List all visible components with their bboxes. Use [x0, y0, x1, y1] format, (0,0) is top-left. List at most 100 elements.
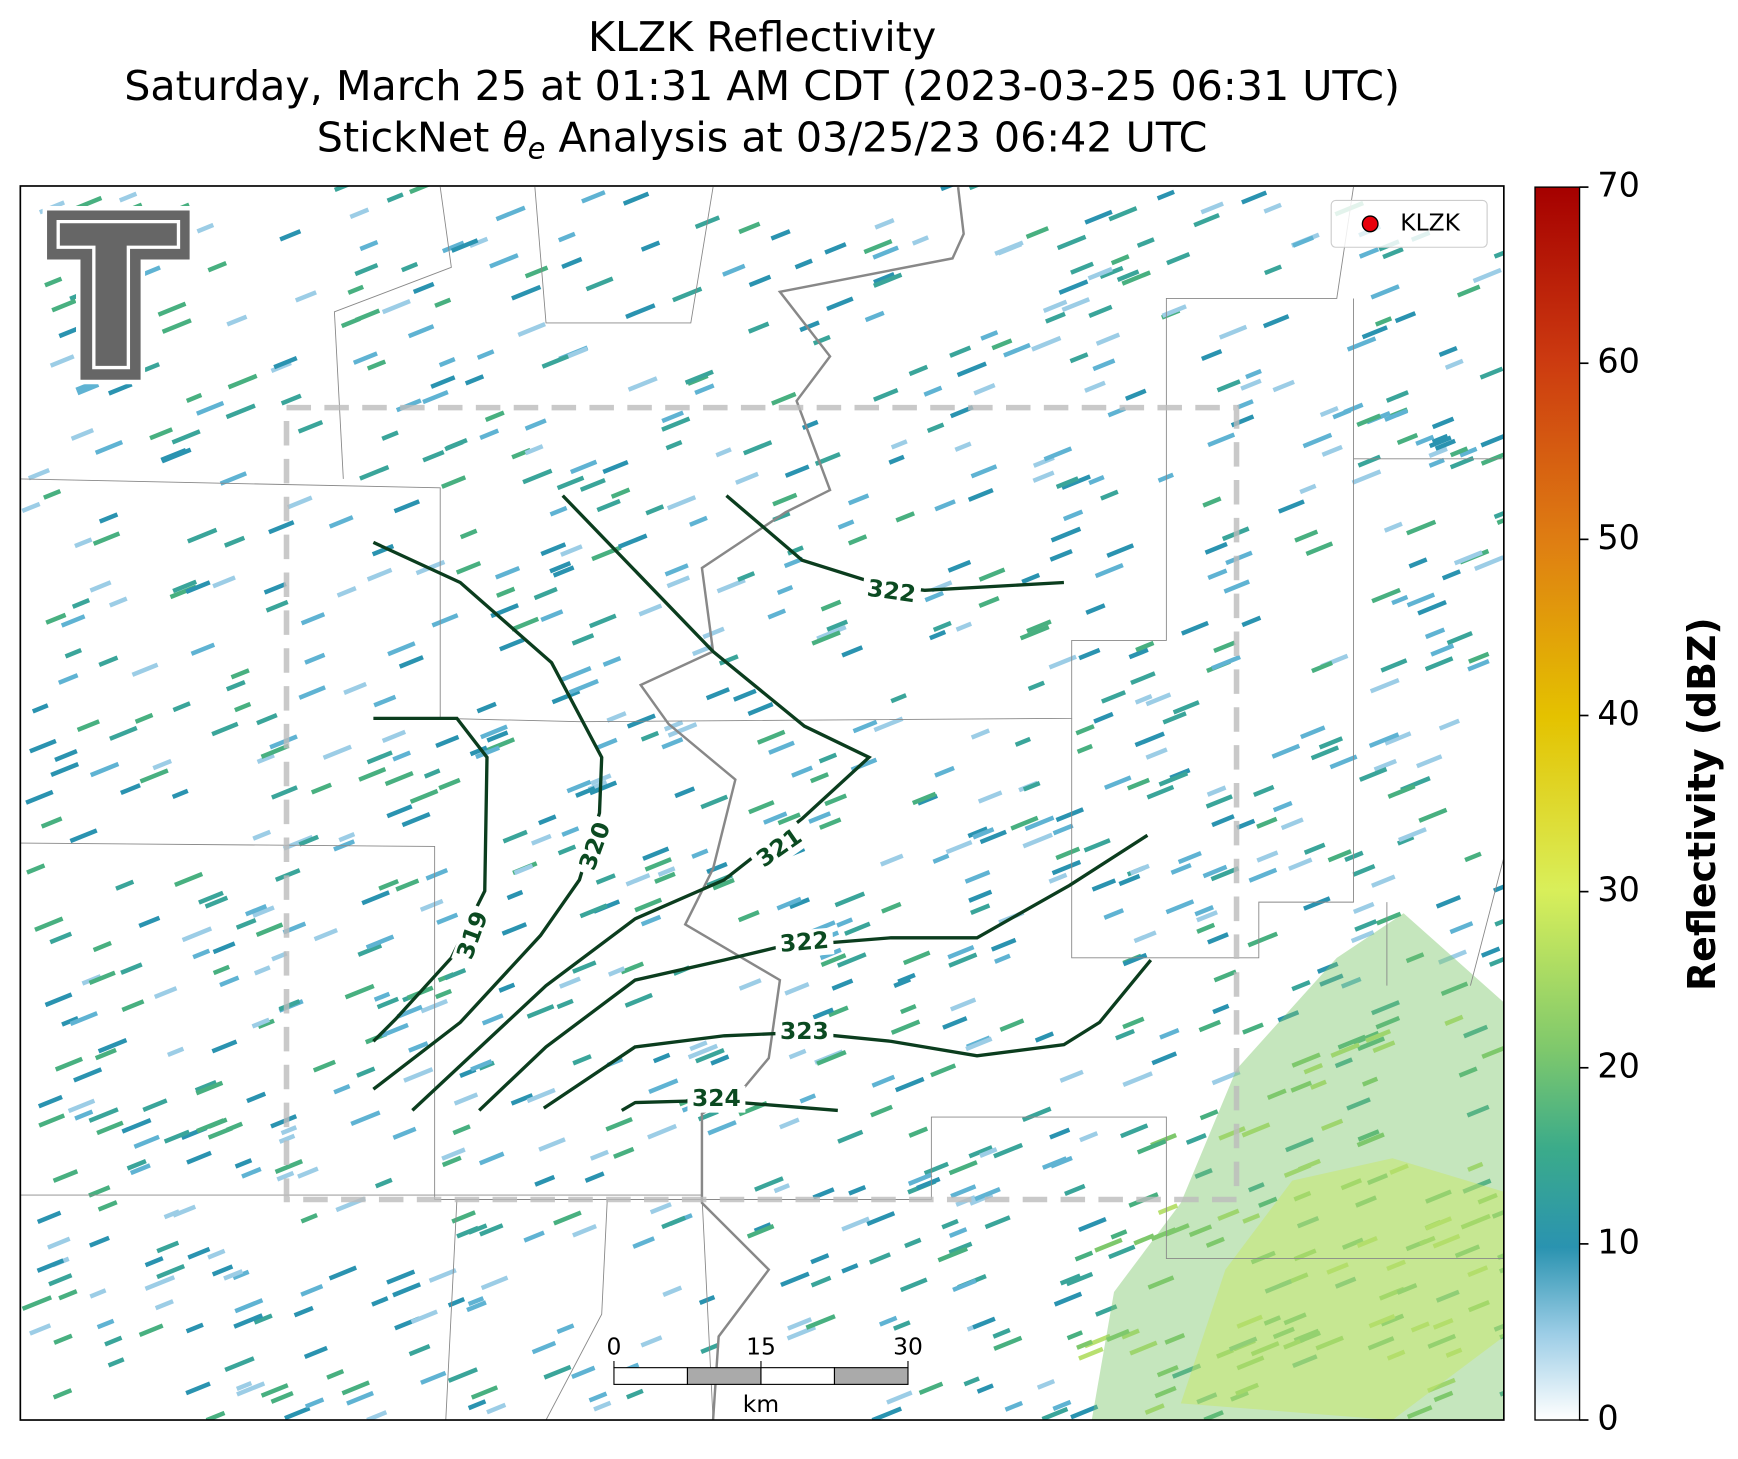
- radar-echo: [479, 428, 500, 440]
- radar-echo: [38, 1113, 66, 1128]
- radar-echo: [495, 205, 526, 222]
- radar-echo: [1258, 1196, 1278, 1208]
- radar-echo: [716, 578, 746, 594]
- radar-echo: [380, 1022, 409, 1038]
- radar-echo: [718, 654, 739, 666]
- radar-echo: [1384, 408, 1409, 422]
- radar-echo: [153, 986, 178, 1000]
- radar-echo: [502, 829, 528, 844]
- radar-echo: [470, 1059, 493, 1072]
- radar-echo: [976, 1383, 994, 1394]
- radar-echo: [620, 961, 645, 975]
- radar-echo: [109, 725, 138, 741]
- radar-echo: [1211, 654, 1241, 671]
- radar-echo: [1493, 243, 1504, 259]
- radar-echo: [1303, 896, 1331, 911]
- radar-echo: [881, 901, 902, 914]
- radar-echo: [76, 382, 100, 396]
- radar-echo: [978, 596, 1000, 609]
- radar-echo: [234, 701, 252, 713]
- radar-echo: [780, 1271, 810, 1287]
- radar-echo: [1459, 446, 1478, 458]
- radar-echo: [408, 1344, 431, 1357]
- radar-echo: [280, 393, 302, 406]
- radar-echo: [837, 1129, 864, 1144]
- radar-echo: [236, 1381, 266, 1397]
- radar-echo: [1272, 379, 1295, 393]
- radar-echo: [540, 542, 567, 557]
- radar-echo-area: [1180, 1158, 1504, 1421]
- radar-echo: [70, 428, 95, 441]
- radar-echo: [282, 834, 314, 851]
- radar-echo: [263, 581, 287, 595]
- radar-echo: [194, 1079, 217, 1093]
- radar-echo: [144, 1256, 164, 1268]
- contour-label: 322: [779, 926, 830, 958]
- radar-echo: [134, 712, 154, 724]
- radar-echo: [1101, 690, 1126, 704]
- radar-echo: [185, 1381, 211, 1396]
- radar-echo: [1503, 712, 1504, 727]
- scale-bar: 0 15 30 km: [607, 1332, 923, 1418]
- radar-echo: [848, 1184, 867, 1196]
- radar-echo: [300, 1212, 318, 1224]
- radar-echo: [403, 1067, 434, 1083]
- legend-label: KLZK: [1400, 208, 1460, 236]
- radar-echo: [923, 1161, 949, 1176]
- radar-echo: [990, 937, 1017, 952]
- radar-echo: [120, 783, 141, 796]
- radar-echo: [1110, 254, 1130, 266]
- radar-echo: [27, 468, 51, 481]
- radar-echo: [613, 1146, 635, 1159]
- radar-echo: [712, 877, 735, 891]
- radar-echo: [469, 236, 489, 248]
- radar-echo: [223, 1269, 244, 1281]
- radar-echo: [422, 389, 449, 405]
- radar-echo: [265, 599, 289, 613]
- radar-echo: [625, 303, 656, 319]
- radar-echo: [1055, 846, 1081, 861]
- radar-echo: [626, 1388, 644, 1400]
- radar-echo: [226, 314, 248, 327]
- radar-echo: [410, 1309, 438, 1324]
- radar-echo: [1136, 1139, 1167, 1155]
- radar-echo: [945, 839, 973, 855]
- radar-echo: [1022, 780, 1041, 792]
- radar-echo: [1253, 784, 1275, 798]
- radar-echo: [890, 693, 907, 704]
- radar-echo: [1134, 694, 1153, 705]
- radar-echo: [575, 786, 596, 798]
- radar-echo: [357, 943, 383, 957]
- radar-echo: [107, 382, 133, 396]
- radar-echo: [610, 487, 631, 499]
- radar-echo: [571, 1365, 596, 1379]
- radar-echo: [245, 903, 268, 917]
- radar-echo: [271, 951, 288, 962]
- radar-echo: [1371, 874, 1396, 888]
- radar-echo: [789, 897, 810, 910]
- radar-echo: [1302, 432, 1333, 449]
- radar-echo: [1292, 235, 1314, 248]
- radar-echo: [297, 419, 324, 434]
- radar-echo: [44, 276, 63, 288]
- radar-echo: [1048, 654, 1077, 670]
- radar-echo: [347, 284, 364, 295]
- radar-echo: [973, 383, 996, 396]
- radar-echo: [746, 1224, 775, 1239]
- radar-echo: [1196, 910, 1218, 923]
- radar-echo: [661, 1215, 686, 1230]
- radar-echo: [1108, 1244, 1136, 1260]
- radar-echo: [820, 953, 847, 968]
- radar-echo: [469, 745, 488, 757]
- radar-echo: [511, 284, 542, 301]
- radar-echo: [293, 1305, 314, 1318]
- radar-echo: [549, 505, 568, 517]
- radar-echo: [1078, 647, 1101, 661]
- radar-echo: [419, 898, 444, 912]
- radar-echo: [359, 464, 390, 481]
- radar-echo: [965, 1036, 993, 1052]
- radar-echo: [662, 1285, 683, 1297]
- radar-echo: [880, 853, 904, 867]
- radar-echo: [1128, 647, 1149, 660]
- radar-echo: [230, 668, 250, 680]
